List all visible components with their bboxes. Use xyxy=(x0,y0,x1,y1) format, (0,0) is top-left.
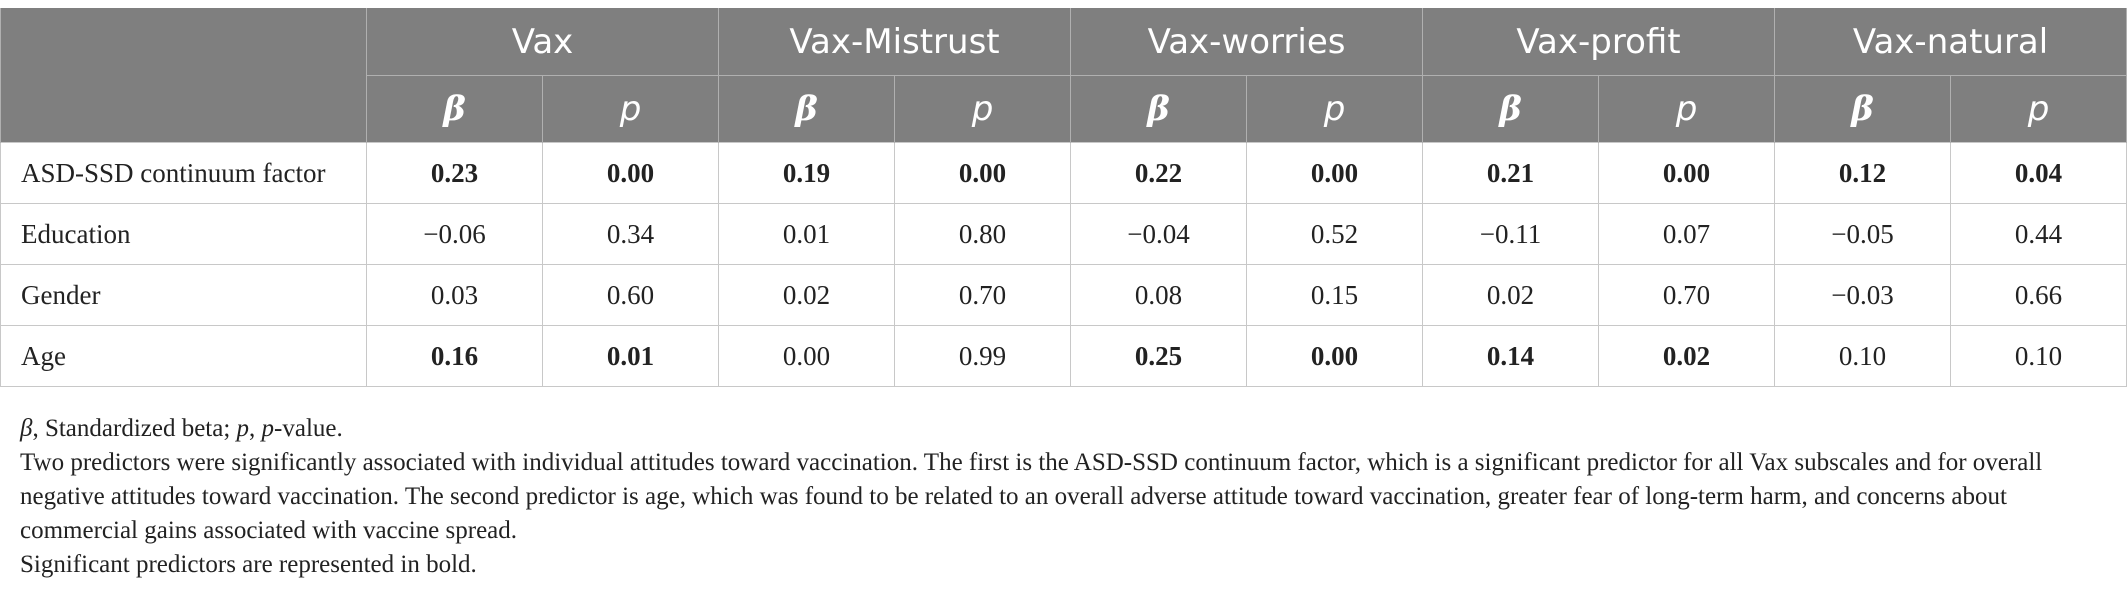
table-footnotes: β, Standardized beta; p, p-value. Two pr… xyxy=(20,412,2110,582)
beta-value-cell: 0.16 xyxy=(366,325,543,387)
p-definition: -value. xyxy=(274,415,343,442)
p-value-cell: 0.60 xyxy=(541,264,720,326)
p-symbol-2: p xyxy=(261,415,275,442)
p-value-cell: 0.07 xyxy=(1598,203,1776,265)
beta-value-cell: 0.01 xyxy=(718,203,896,265)
p-value-cell: 0.66 xyxy=(1950,264,2127,326)
beta-value-cell: 0.21 xyxy=(1422,142,1600,204)
regression-table: Vax Vax-Mistrust Vax-worries Vax-profit … xyxy=(0,8,2127,387)
p-value-cell: 0.70 xyxy=(894,264,1072,326)
p-value-cell: 0.44 xyxy=(1950,203,2127,265)
p-value-cell: 0.00 xyxy=(1246,325,1424,387)
table-body: ASD-SSD continuum factor 0.23 0.00 0.19 0.00… xyxy=(0,142,2127,387)
beta-value-cell: 0.08 xyxy=(1070,264,1248,326)
table-row: ASD-SSD continuum factor 0.23 0.00 0.19 0.00… xyxy=(0,142,2127,204)
p-value-cell: 0.80 xyxy=(894,203,1072,265)
beta-value-cell: 0.02 xyxy=(1422,264,1600,326)
p-value-cell: 0.00 xyxy=(894,142,1072,204)
separator: , xyxy=(249,415,262,442)
beta-value-cell: 0.03 xyxy=(366,264,543,326)
p-value-cell: 0.00 xyxy=(541,142,720,204)
table-row: Education −0.06 0.34 0.01 0.80 −0.04 0.52 −0.11… xyxy=(0,203,2127,265)
beta-header: β xyxy=(366,75,543,143)
beta-value-cell: 0.00 xyxy=(718,325,896,387)
p-value-cell: 0.34 xyxy=(541,203,720,265)
beta-header: β xyxy=(1774,75,1952,143)
explanatory-note: Two predictors were significantly associ… xyxy=(20,449,2043,544)
row-label: ASD-SSD continuum factor xyxy=(0,142,367,204)
p-value-cell: 0.52 xyxy=(1246,203,1424,265)
beta-value-cell: 0.25 xyxy=(1070,325,1248,387)
group-header-vax-profit: Vax-profit xyxy=(1422,8,1776,76)
beta-header: β xyxy=(1070,75,1248,143)
beta-value-cell: −0.03 xyxy=(1774,264,1952,326)
p-value-cell: 0.02 xyxy=(1598,325,1776,387)
table-row: Gender 0.03 0.60 0.02 0.70 0.08 0.15 0.02 0.70 −0… xyxy=(0,264,2127,326)
beta-value-cell: 0.12 xyxy=(1774,142,1952,204)
stat-header-row: β p β p β p β p β p xyxy=(1,75,2127,143)
p-header: p xyxy=(1950,75,2127,143)
group-header-vax-worries: Vax-worries xyxy=(1070,8,1424,76)
p-header: p xyxy=(1598,75,1776,143)
group-header-row: Vax Vax-Mistrust Vax-worries Vax-profit … xyxy=(0,8,2127,143)
regression-table-container: Vax Vax-Mistrust Vax-worries Vax-profit … xyxy=(0,8,2127,387)
beta-value-cell: 0.14 xyxy=(1422,325,1600,387)
p-symbol: p xyxy=(236,415,250,442)
corner-cell xyxy=(0,8,367,143)
row-label: Age xyxy=(0,325,367,387)
group-header-vax-mistrust: Vax-Mistrust xyxy=(718,8,1072,76)
p-value-cell: 0.04 xyxy=(1950,142,2127,204)
p-header: p xyxy=(1246,75,1424,143)
table-header: Vax Vax-Mistrust Vax-worries Vax-profit … xyxy=(0,8,2127,143)
beta-value-cell: −0.11 xyxy=(1422,203,1600,265)
p-value-cell: 0.01 xyxy=(541,325,720,387)
beta-value-cell: 0.02 xyxy=(718,264,896,326)
beta-header: β xyxy=(1422,75,1600,143)
group-header-vax-natural: Vax-natural xyxy=(1774,8,2127,76)
p-value-cell: 0.00 xyxy=(1246,142,1424,204)
p-header: p xyxy=(541,75,720,143)
bold-note: Significant predictors are represented i… xyxy=(20,551,477,578)
table-row: Age 0.16 0.01 0.00 0.99 0.25 0.00 0.14 0.02 0.10 0… xyxy=(0,325,2127,387)
beta-value-cell: −0.04 xyxy=(1070,203,1248,265)
beta-value-cell: −0.05 xyxy=(1774,203,1952,265)
beta-value-cell: 0.10 xyxy=(1774,325,1952,387)
row-label: Gender xyxy=(0,264,367,326)
group-header-vax: Vax xyxy=(365,8,720,76)
abbreviation-note: β, Standardized beta; p, p-value. xyxy=(20,412,2110,446)
p-value-cell: 0.99 xyxy=(894,325,1072,387)
beta-value-cell: −0.06 xyxy=(366,203,543,265)
beta-header: β xyxy=(718,75,896,143)
p-value-cell: 0.70 xyxy=(1598,264,1776,326)
beta-value-cell: 0.22 xyxy=(1070,142,1248,204)
p-value-cell: 0.15 xyxy=(1246,264,1424,326)
beta-symbol: β xyxy=(20,415,33,442)
beta-value-cell: 0.19 xyxy=(718,142,896,204)
beta-value-cell: 0.23 xyxy=(366,142,543,204)
p-value-cell: 0.00 xyxy=(1598,142,1776,204)
beta-definition: , Standardized beta; xyxy=(32,415,237,442)
p-header: p xyxy=(894,75,1072,143)
p-value-cell: 0.10 xyxy=(1950,325,2127,387)
row-label: Education xyxy=(0,203,367,265)
